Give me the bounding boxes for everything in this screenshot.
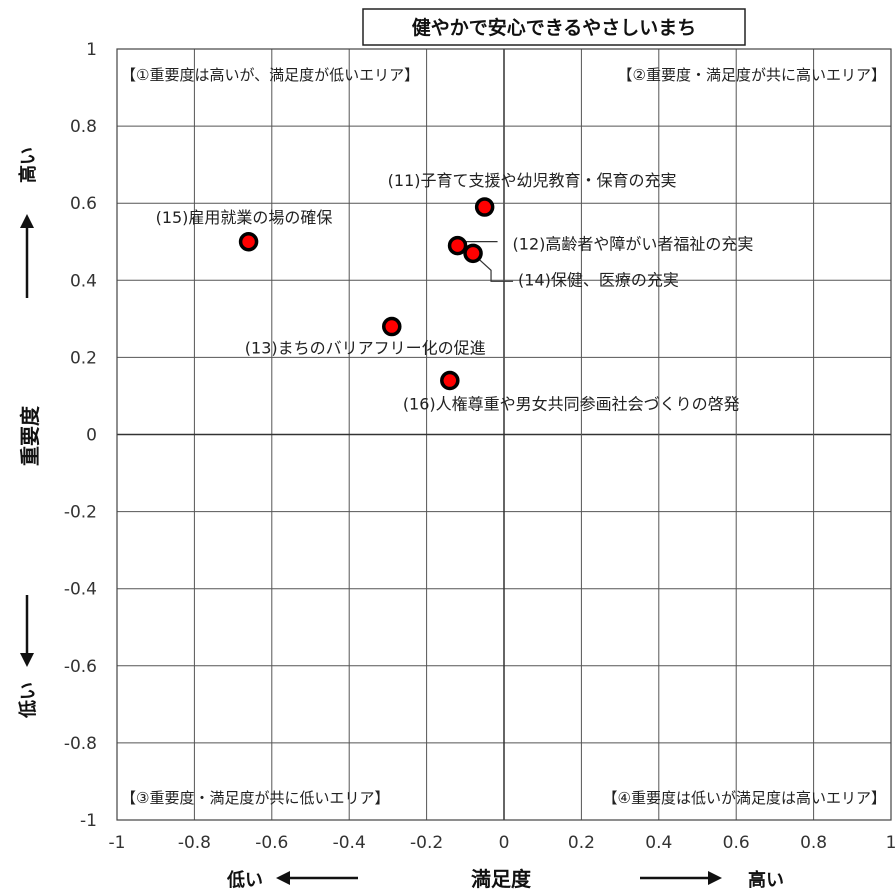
data-point [447,235,468,256]
x-tick-label: -0.8 [178,833,211,853]
y-tick-label: 1 [86,40,97,60]
x-tick-label: -0.4 [333,833,366,853]
y-tick-label: 0.4 [70,271,97,291]
plot-frame [116,48,892,821]
y-tick-label: 0.8 [70,117,97,137]
data-point [382,316,402,337]
data-label: (13)まちのバリアフリー化の促進 [245,339,486,358]
data-point [463,243,483,264]
y-tick-label: -0.6 [64,657,97,677]
data-label: (16)人権尊重や男女共同参画社会づくりの啓発 [403,395,740,414]
x-tick-label: 0.8 [800,833,827,853]
y-high-label: 高い [17,147,39,183]
x-left-arrow-icon [276,871,358,885]
y-tick-label: -0.2 [64,503,97,523]
x-tick-label: 0 [499,833,510,853]
grid [116,48,892,821]
chart-title: 健やかで安心できるやさしいまち [412,16,697,39]
y-tick-label: -1 [80,811,97,831]
quadrant-4-label: 【④重要度は低いが満足度は高いエリア】 [603,789,886,807]
x-tick-label: 0.6 [723,833,750,853]
y-tick-label: 0.6 [70,194,97,214]
tick-labels: -1 -0.8 -0.6 -0.4 -0.2 0 0.2 0.4 0.6 0.8 1 1 0.8 0.6 0… [64,40,895,853]
x-tick-label: -1 [109,833,126,853]
data-points [238,197,495,391]
data-label: (11)子育て支援や幼児教育・保育の充実 [388,171,677,190]
data-label: (12)高齢者や障がい者福祉の充実 [513,235,754,254]
x-tick-label: 1 [886,833,895,853]
data-point [440,370,460,391]
chart-title-box [362,8,746,46]
point-labels: (11)子育て支援や幼児教育・保育の充実 (12)高齢者や障がい者福祉の充実 (13… [156,171,754,413]
y-low-label: 低い [17,682,39,719]
data-point [474,197,495,217]
y-up-arrow-icon [20,214,34,298]
x-axis-label: 満足度 [471,867,532,891]
leader-line [478,258,514,282]
chart-title-group: 健やかで安心できるやさしいまち [362,8,746,46]
quadrant-labels: 【①重要度は高いが、満足度が低いエリア】 【②重要度・満足度が共に高いエリア】【③… [121,66,886,807]
x-tick-label: 0.2 [568,833,595,853]
x-low-label: 低い [226,869,263,891]
quadrant-3-label: 【③重要度・満足度が共に低いエリア】 [121,789,389,807]
quadrant-1-label: 【①重要度は高いが、満足度が低いエリア】 [121,66,419,84]
data-label: (15)雇用就業の場の確保 [156,208,333,227]
y-tick-label: 0.2 [70,348,97,368]
y-tick-label: -0.8 [64,734,97,754]
x-tick-label: 0.4 [645,833,672,853]
data-label: (14)保健、医療の充実 [518,270,679,289]
x-high-label: 高い [748,869,784,891]
y-tick-label: 0 [86,426,97,446]
x-tick-label: -0.6 [255,833,288,853]
x-right-arrow-icon [640,871,722,885]
y-tick-label: -0.4 [64,580,97,600]
data-point [238,232,259,252]
y-axis-label: 重要度 [18,405,42,466]
quadrant-2-label: 【②重要度・満足度が共に高いエリア】 [618,66,886,84]
y-down-arrow-icon [20,595,34,667]
x-tick-label: -0.2 [410,833,443,853]
